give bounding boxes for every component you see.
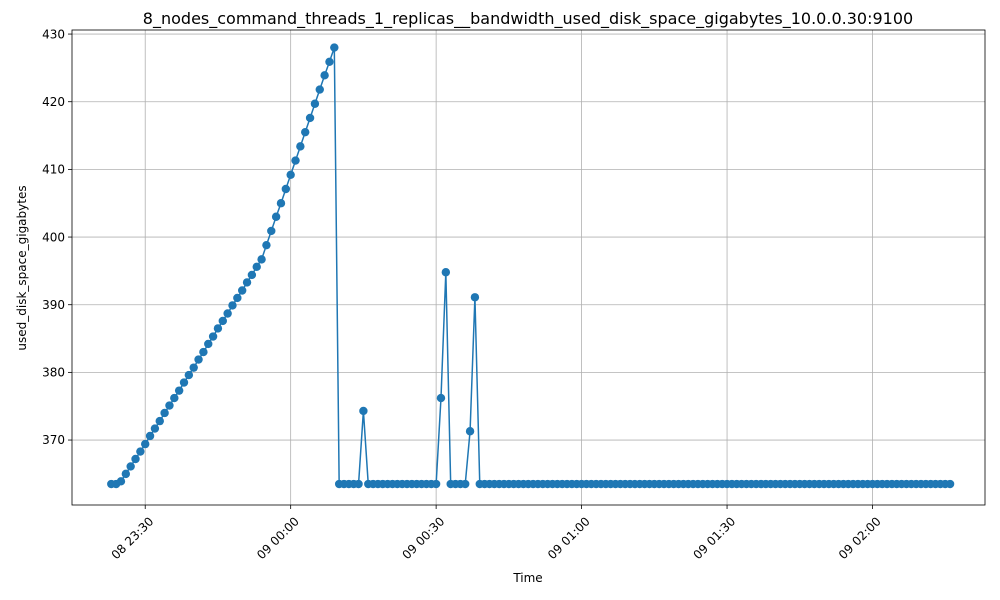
data-point [354,479,363,489]
data-point [252,262,261,272]
data-point [315,85,324,94]
data-point [155,416,164,426]
data-point [296,142,305,151]
y-tick-label: 420 [42,95,65,109]
data-point [145,431,155,441]
data-point [330,43,339,52]
data-point [257,255,266,264]
y-tick-label: 400 [42,230,65,244]
data-point [945,479,955,489]
data-point [150,424,160,433]
data-point [267,226,276,236]
data-point [233,293,242,303]
data-point [461,479,470,489]
y-tick-label: 370 [42,433,65,447]
data-point [436,393,446,403]
data-point [276,199,286,208]
data-point [281,184,291,194]
data-point [121,469,131,479]
data-point [237,286,247,295]
x-axis-label: Time [512,571,542,585]
data-point [165,401,174,410]
data-point [271,212,281,221]
plot-frame [71,29,986,506]
grid-lines [72,30,985,505]
data-point [199,347,208,357]
data-point [291,156,300,165]
data-point [470,293,480,302]
y-tick-label: 390 [42,298,65,312]
data-point [441,268,451,277]
y-axis-label: used_disk_space_gigabytes [15,185,29,350]
data-point [126,462,135,471]
data-point [204,339,213,349]
data-point [218,316,227,326]
y-tick-label: 430 [42,27,65,41]
chart-title: 8_nodes_command_threads_1_replicas__band… [143,9,913,29]
data-point [242,278,252,287]
data-point [208,332,218,341]
data-point [213,324,223,333]
data-point [431,479,441,489]
data-point [184,370,194,380]
y-tick-label: 410 [42,163,65,177]
data-point [136,447,145,456]
data-point [247,270,257,280]
data-point [223,309,232,318]
data-point [141,439,150,449]
data-point [194,355,203,364]
data-point [170,393,179,403]
data-point [179,378,189,387]
data-point [301,127,310,137]
data-point [262,240,271,250]
data-point [359,406,368,416]
data-point [189,363,198,372]
data-point [286,170,295,179]
data-point [325,57,334,66]
data-point [131,454,140,464]
y-axis-ticks: 370 380 390 400 410 420 430 [42,27,72,447]
data-point [116,477,126,486]
data-point [228,301,237,310]
data-point [320,71,329,80]
y-tick-label: 380 [42,366,65,380]
data-point [174,386,184,395]
series-used-disk-space [107,43,955,489]
data-point [160,408,169,418]
data-point [465,427,475,436]
data-point [305,113,315,123]
data-point [310,99,320,108]
